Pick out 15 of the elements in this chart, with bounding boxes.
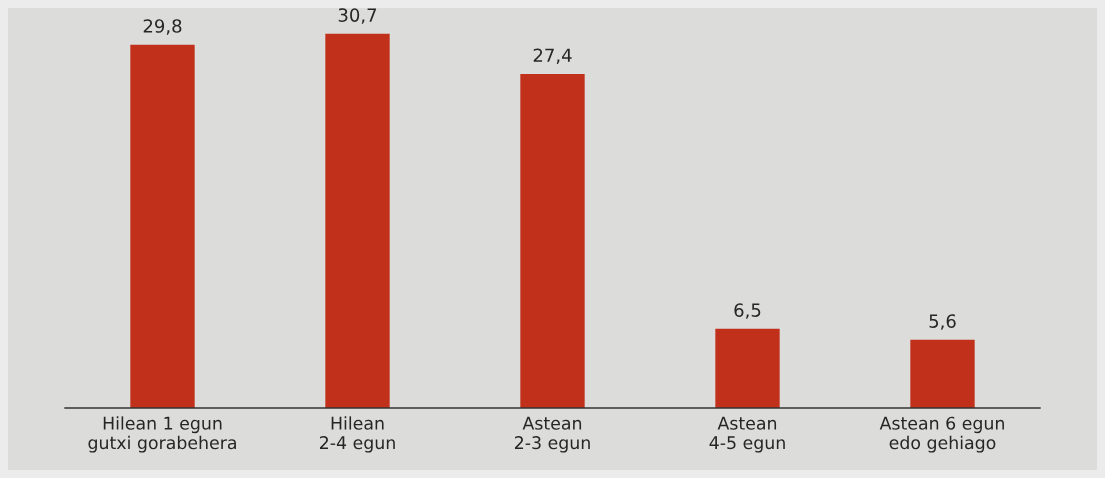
data-label: 27,4 <box>533 48 572 64</box>
x-tick-label: Hilean 2-4 egun <box>319 416 395 453</box>
bar <box>325 33 390 408</box>
data-label: 30,7 <box>338 8 377 24</box>
x-tick-label: Astean 4-5 egun <box>709 416 785 453</box>
bar <box>130 44 195 408</box>
bar <box>520 73 585 408</box>
data-label: 6,5 <box>734 303 761 319</box>
data-label: 5,6 <box>929 314 956 330</box>
data-label: 29,8 <box>143 19 182 35</box>
x-tick-label: Astean 6 egun edo gehiago <box>879 416 1004 453</box>
x-tick-label: Hilean 1 egun gutxi gorabehera <box>88 416 236 453</box>
bar <box>715 328 780 408</box>
bar <box>910 339 975 408</box>
x-tick-label: Astean 2-3 egun <box>514 416 590 453</box>
